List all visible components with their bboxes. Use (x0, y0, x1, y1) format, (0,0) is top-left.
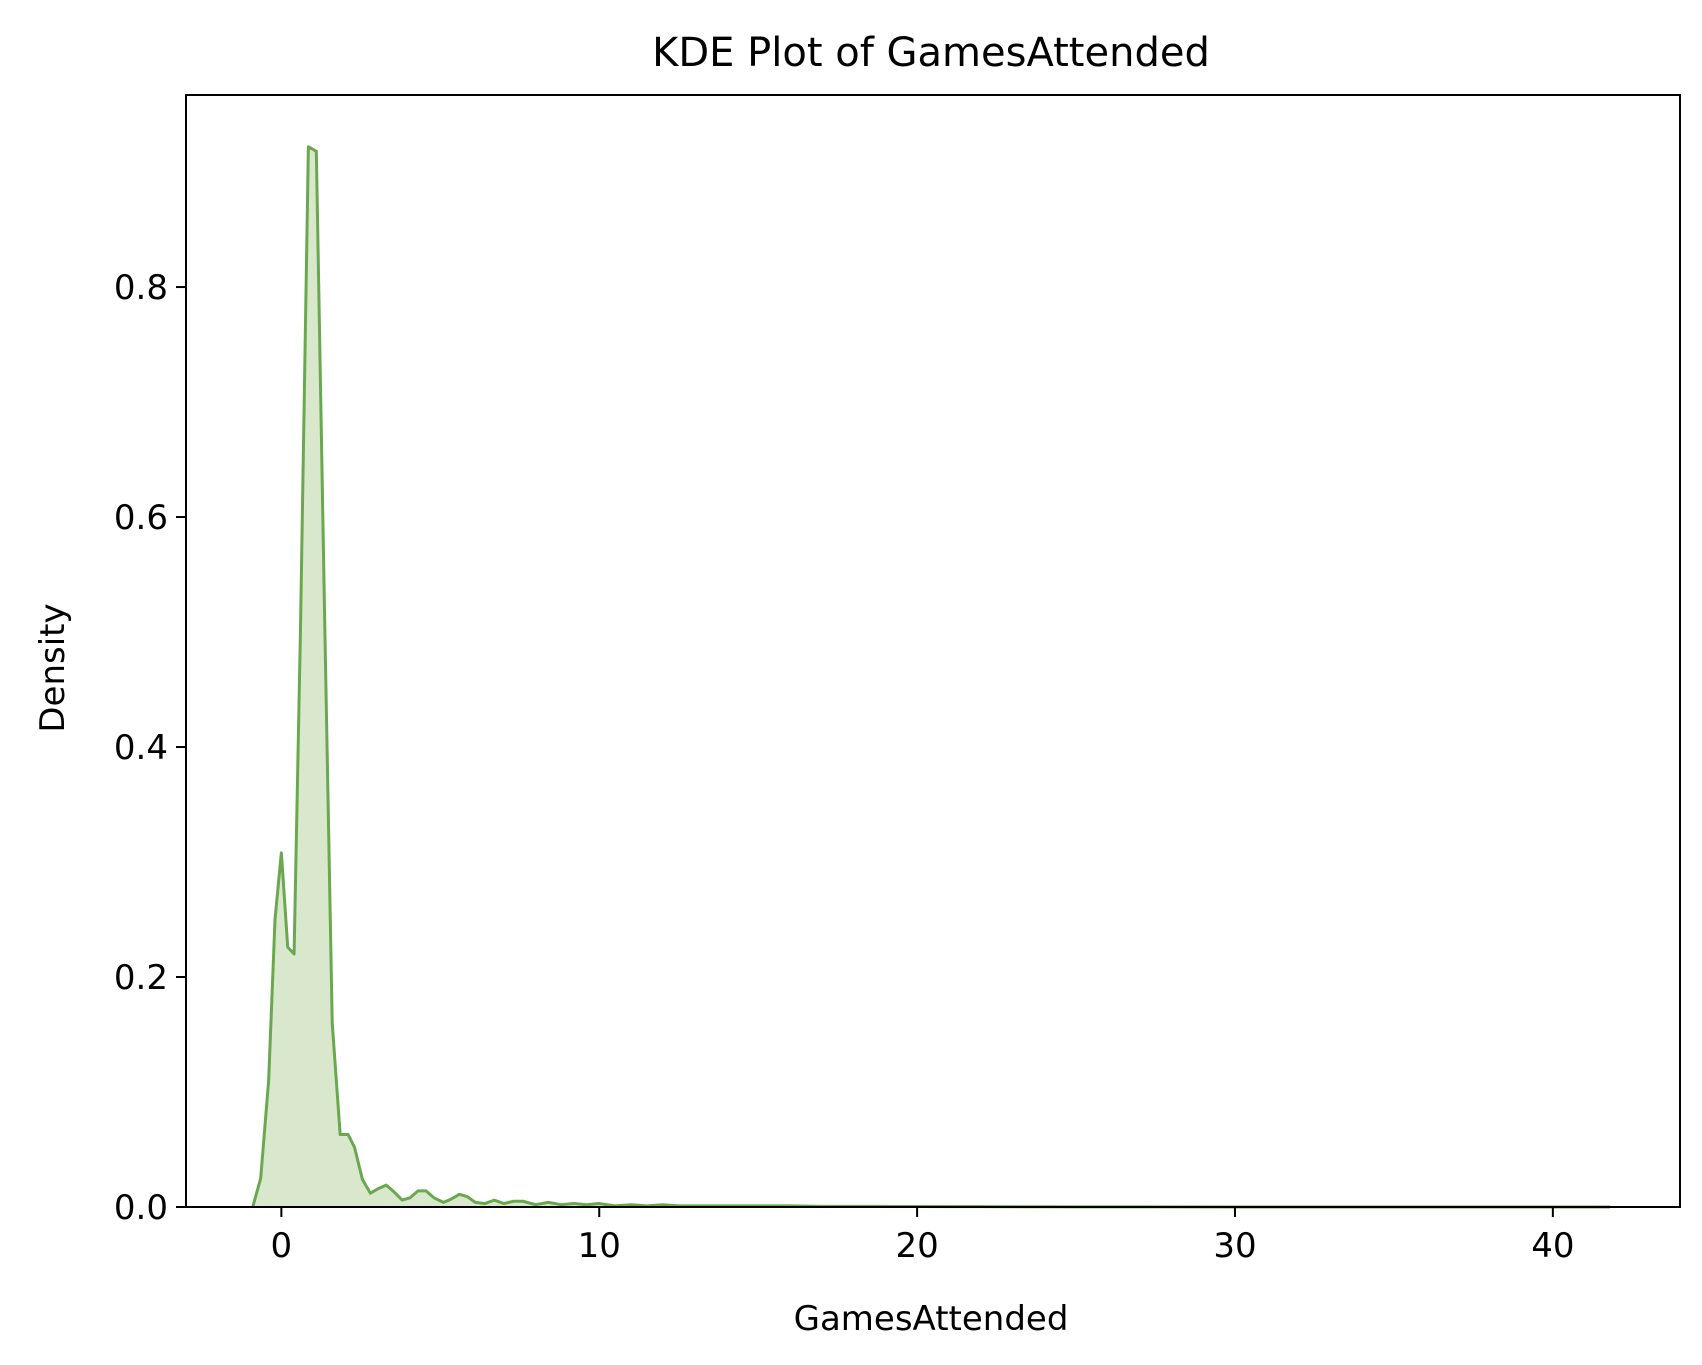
y-tick-label: 0.0 (114, 1188, 168, 1228)
x-tick-label: 30 (1213, 1226, 1256, 1266)
x-tick-label: 10 (578, 1226, 621, 1266)
x-tick-label: 40 (1531, 1226, 1574, 1266)
x-axis-label: GamesAttended (794, 1299, 1069, 1339)
y-axis-label: Density (33, 603, 73, 732)
y-tick-label: 0.2 (114, 958, 168, 998)
y-tick-label: 0.8 (114, 268, 168, 308)
chart-title: KDE Plot of GamesAttended (652, 30, 1210, 76)
x-tick-label: 0 (271, 1226, 293, 1266)
axes-layer: 0 10 20 30 40 0.0 0.2 0.4 0.6 0.8 (114, 94, 1681, 1266)
axes-frame (185, 94, 1681, 1208)
x-tick-label: 20 (895, 1226, 938, 1266)
y-tick-label: 0.4 (114, 728, 168, 768)
y-tick-label: 0.6 (114, 498, 168, 538)
